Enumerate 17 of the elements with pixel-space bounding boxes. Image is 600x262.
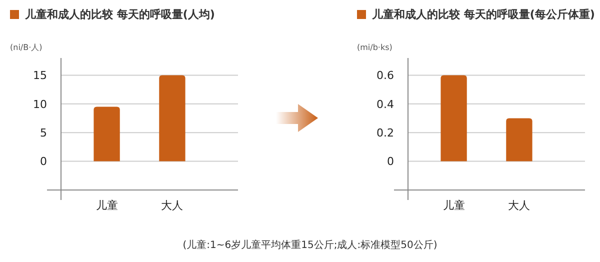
- y-tick-label: 5: [40, 126, 47, 140]
- x-tick-label: 儿童: [96, 199, 118, 212]
- y-tick-label: 15: [33, 69, 47, 82]
- y-tick-label: 0: [387, 155, 394, 168]
- y-tick-label: 0.2: [376, 126, 394, 140]
- x-tick-label: 大人: [161, 199, 184, 212]
- y-tick-label: 0.4: [376, 98, 394, 111]
- y-tick-label: 0: [40, 155, 47, 168]
- x-tick-label: 儿童: [442, 199, 465, 212]
- y-axis-title: (mi/b·ks): [357, 43, 392, 52]
- y-tick-label: 10: [33, 98, 47, 111]
- text: (儿童:1~6岁儿童平均体重15公斤;成人:标准模型50公斤): [182, 239, 438, 251]
- y-tick-label: 0.6: [376, 69, 394, 82]
- legend-label: 儿童和成人的比较 每天的呼吸量(每公斤体重): [371, 8, 595, 21]
- y-axis-title: (ni/B·人): [10, 43, 42, 52]
- legend-label: 儿童和成人的比较 每天的呼吸量(人均): [24, 8, 215, 21]
- x-tick-label: 大人: [508, 199, 530, 212]
